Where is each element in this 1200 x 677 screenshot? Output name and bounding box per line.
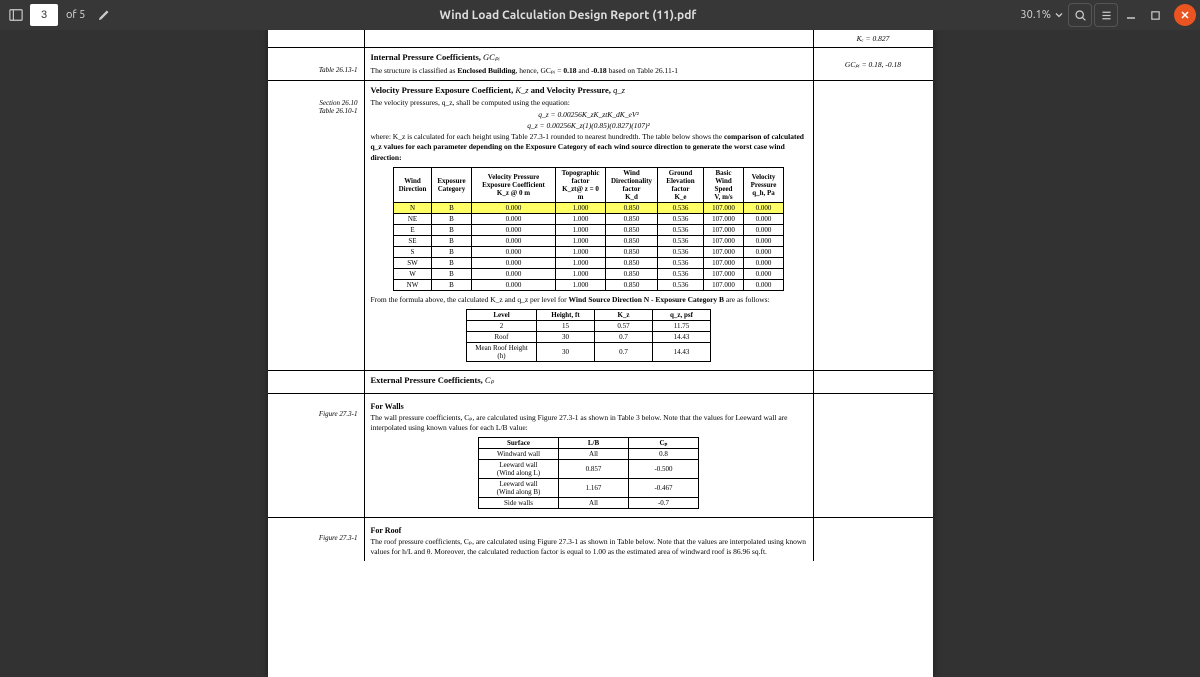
maximize-button[interactable] <box>1144 4 1166 26</box>
search-icon[interactable] <box>1068 3 1092 27</box>
section-title-gcpi: Internal Pressure Coefficients, GCₚᵢ <box>371 52 807 63</box>
walls-table: SurfaceL/BCₚWindward wallAll0.8Leeward w… <box>478 437 699 509</box>
sidebar-toggle-icon[interactable] <box>4 3 28 27</box>
edit-icon[interactable] <box>91 3 115 27</box>
walls-body: The wall pressure coefficients, Cₚ, are … <box>371 413 807 433</box>
level-table: LevelHeight, ftK_zq_z, psf2150.5711.75Ro… <box>466 309 711 362</box>
section-title-cp: External Pressure Coefficients, Cₚ <box>371 375 807 386</box>
kz-body3: From the formula above, the calculated K… <box>371 295 807 305</box>
close-button[interactable] <box>1174 4 1196 26</box>
ref-roof: Figure 27.3-1 <box>268 518 364 561</box>
ke-value: Kₑ = 0.827 <box>813 30 933 47</box>
gcpi-body: The structure is classified as Enclosed … <box>371 66 807 76</box>
kz-body2: where: K_z is calculated for each height… <box>371 132 807 162</box>
menu-icon[interactable] <box>1094 3 1118 27</box>
equation-1: q_z = 0.00256K_zK_ztK_dK_eV² <box>371 110 807 119</box>
kz-body1: The velocity pressures, q_z, shall be co… <box>371 98 807 108</box>
roof-heading: For Roof <box>371 526 807 535</box>
exposure-table: Wind DirectionExposure CategoryVelocity … <box>393 167 784 291</box>
ref-gcpi: Table 26.13-1 <box>268 48 364 80</box>
pdf-viewport[interactable]: Kₑ = 0.827 Table 26.13-1 Internal Pressu… <box>0 30 1200 677</box>
page-total-label: of 5 <box>66 9 85 21</box>
ref-kz: Section 26.10 Table 26.10-1 <box>268 81 364 370</box>
document-title: Wind Load Calculation Design Report (11)… <box>115 9 1020 22</box>
walls-heading: For Walls <box>371 402 807 411</box>
ref-walls: Figure 27.3-1 <box>268 394 364 517</box>
pdf-page: Kₑ = 0.827 Table 26.13-1 Internal Pressu… <box>268 30 933 677</box>
page-number-input[interactable] <box>30 4 58 26</box>
minimize-button[interactable] <box>1120 4 1142 26</box>
equation-2: q_z = 0.00256K_z(1)(0.85)(0.827)(107)² <box>371 121 807 130</box>
roof-body: The roof pressure coefficients, Cₚ, are … <box>371 537 807 557</box>
pdf-toolbar: of 5 Wind Load Calculation Design Report… <box>0 0 1200 30</box>
section-title-kz: Velocity Pressure Exposure Coefficient, … <box>371 85 807 95</box>
gcpi-value: GCₚᵢ = 0.18, -0.18 <box>813 48 933 80</box>
zoom-dropdown[interactable]: 30.1% <box>1020 9 1064 21</box>
